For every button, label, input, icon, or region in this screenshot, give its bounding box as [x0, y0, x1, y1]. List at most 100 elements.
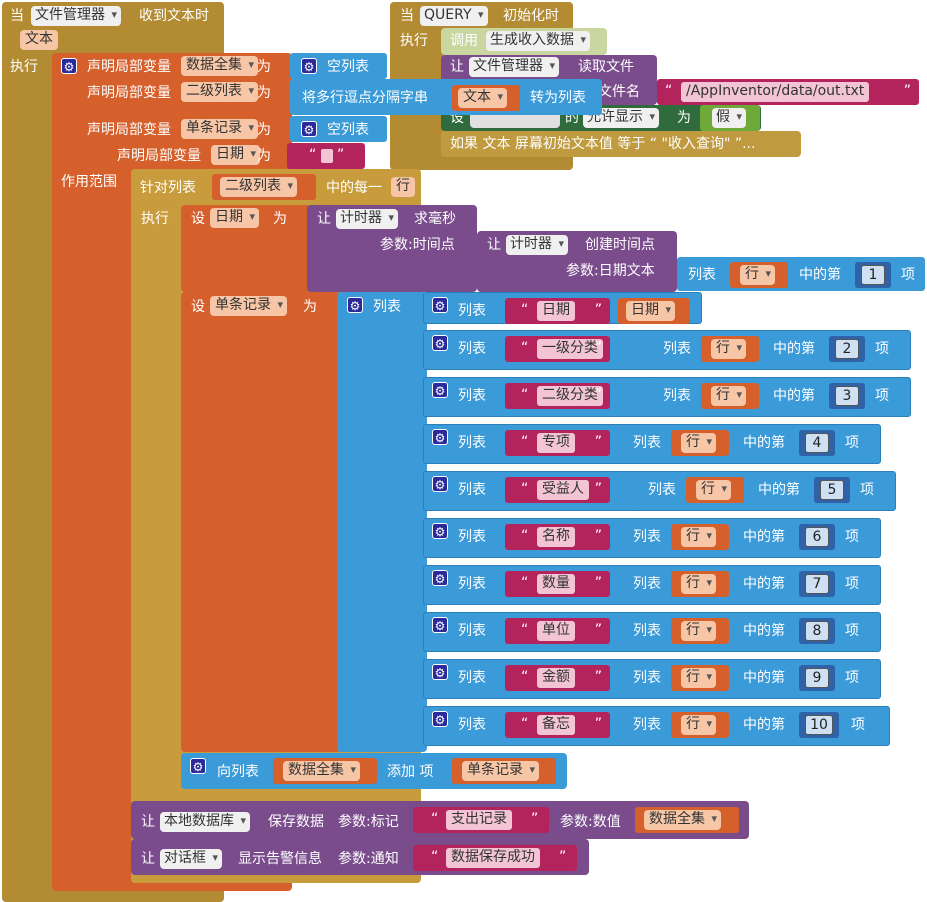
row-index-number[interactable]: 2: [835, 339, 859, 359]
row-index-number[interactable]: 9: [805, 668, 829, 688]
row-index-number[interactable]: 5: [820, 480, 844, 500]
mutator-icon[interactable]: ⚙: [61, 58, 77, 74]
set-date-var[interactable]: 日期: [210, 208, 259, 228]
row-key-string-block[interactable]: “数量”: [505, 571, 610, 597]
index-number-block-0[interactable]: 1: [855, 262, 891, 288]
gear-icon[interactable]: ⚙: [190, 758, 206, 774]
row-key-string[interactable]: 数量: [537, 574, 575, 594]
row-key-string[interactable]: 一级分类: [537, 339, 603, 359]
notice-string-block[interactable]: “ 数据保存成功 ”: [413, 845, 577, 871]
if-block[interactable]: [441, 131, 801, 157]
false-dropdown[interactable]: 假: [712, 108, 746, 128]
add-list-var[interactable]: 数据全集: [283, 761, 360, 781]
row-key-string[interactable]: 备忘: [537, 715, 575, 735]
gear-icon[interactable]: ⚙: [432, 429, 448, 445]
gear-icon[interactable]: ⚙: [432, 382, 448, 398]
row-index-number[interactable]: 6: [805, 527, 829, 547]
gear-icon[interactable]: ⚙: [301, 58, 317, 74]
db-dropdown[interactable]: 本地数据库: [160, 812, 250, 832]
set-record-block[interactable]: [181, 292, 341, 752]
row-item-var[interactable]: 行: [681, 433, 716, 453]
store-value-var[interactable]: 数据全集: [644, 810, 721, 830]
row-item-var[interactable]: 行: [681, 527, 716, 547]
gear-icon[interactable]: ⚙: [432, 711, 448, 727]
row-item-var[interactable]: 行: [711, 339, 746, 359]
empty-string-block[interactable]: “ ”: [287, 143, 365, 169]
make-list-block[interactable]: [337, 292, 427, 752]
gear-icon[interactable]: ⚙: [432, 570, 448, 586]
row-index-number[interactable]: 4: [805, 433, 829, 453]
row-date-var[interactable]: 日期: [626, 301, 675, 321]
set-record-var[interactable]: 单条记录: [210, 296, 287, 316]
gear-icon[interactable]: ⚙: [432, 664, 448, 680]
row-key-string[interactable]: 金额: [537, 668, 575, 688]
row-index-number-block[interactable]: 2: [829, 336, 865, 362]
tag-string-block[interactable]: “ 支出记录 ”: [413, 807, 549, 833]
foreach-list-var[interactable]: 二级列表: [220, 177, 297, 197]
row-index-number[interactable]: 7: [805, 574, 829, 594]
row-key-string-block[interactable]: “日期”: [505, 298, 610, 324]
row-index-number-block[interactable]: 7: [799, 571, 835, 597]
row-index-number[interactable]: 3: [835, 386, 859, 406]
row-index-number-block[interactable]: 8: [799, 618, 835, 644]
row-key-string-block[interactable]: “备忘”: [505, 712, 610, 738]
gear-icon[interactable]: ⚙: [432, 335, 448, 351]
select-list-item-block[interactable]: [623, 711, 884, 741]
row-key-string[interactable]: 单位: [537, 621, 575, 641]
dialog-dropdown[interactable]: 对话框: [160, 849, 222, 869]
file-path-text[interactable]: /AppInventor/data/out.txt: [681, 82, 870, 102]
row-key-string-block[interactable]: “专项”: [505, 430, 610, 456]
query-component-dropdown[interactable]: QUERY: [420, 6, 488, 26]
row-key-string-block[interactable]: “二级分类”: [505, 383, 610, 409]
row-index-number-block[interactable]: 6: [799, 524, 835, 550]
gear-icon[interactable]: ⚙: [432, 617, 448, 633]
row-item-var[interactable]: 行: [681, 574, 716, 594]
tag-string[interactable]: 支出记录: [446, 810, 512, 830]
row-key-string-block[interactable]: “名称”: [505, 524, 610, 550]
row-key-string[interactable]: 日期: [537, 301, 575, 321]
row-key-string[interactable]: 名称: [537, 527, 575, 547]
row-index-number-block[interactable]: 3: [829, 383, 865, 409]
row-item-var[interactable]: 行: [681, 668, 716, 688]
row-index-number-block[interactable]: 4: [799, 430, 835, 456]
text-arg-var[interactable]: 文本: [458, 88, 507, 108]
gear-icon[interactable]: ⚙: [432, 523, 448, 539]
row-key-string-block[interactable]: “金额”: [505, 665, 610, 691]
var-all-data[interactable]: 数据全集: [181, 56, 258, 76]
index-number-0[interactable]: 1: [861, 265, 885, 285]
filemanager-dropdown[interactable]: 文件管理器: [469, 57, 559, 77]
var-date[interactable]: 日期: [211, 145, 260, 165]
text-param[interactable]: 文本: [20, 30, 58, 50]
row-var-0[interactable]: 行: [740, 265, 775, 285]
row-index-number-block[interactable]: 10: [799, 712, 839, 738]
row-key-string-block[interactable]: “一级分类”: [505, 336, 610, 362]
row-item-var[interactable]: 行: [681, 715, 716, 735]
gear-icon[interactable]: ⚙: [347, 297, 363, 313]
var-single-record[interactable]: 单条记录: [181, 119, 258, 139]
gear-icon[interactable]: ⚙: [432, 297, 448, 313]
row-key-string[interactable]: 专项: [537, 433, 575, 453]
add-item-var[interactable]: 单条记录: [462, 761, 539, 781]
row-item-var[interactable]: 行: [711, 386, 746, 406]
var-level2-list[interactable]: 二级列表: [181, 82, 258, 102]
row-key-string[interactable]: 受益人: [537, 480, 589, 500]
empty-string-slot[interactable]: [321, 149, 333, 163]
clock-dropdown-1[interactable]: 计时器: [336, 209, 398, 229]
notice-string[interactable]: 数据保存成功: [446, 848, 540, 868]
row-key-string-block[interactable]: “受益人”: [505, 477, 610, 503]
gear-icon[interactable]: ⚙: [301, 121, 317, 137]
row-index-number[interactable]: 8: [805, 621, 829, 641]
file-path-string[interactable]: “ /AppInventor/data/out.txt ”: [657, 79, 919, 105]
row-index-number-block[interactable]: 5: [814, 477, 850, 503]
loop-item-param[interactable]: 行: [391, 177, 415, 197]
split-csv-block[interactable]: [290, 79, 602, 115]
row-key-string-block[interactable]: “单位”: [505, 618, 610, 644]
row-item-var[interactable]: 行: [696, 480, 731, 500]
gear-icon[interactable]: ⚙: [432, 476, 448, 492]
row-index-number[interactable]: 10: [805, 715, 833, 735]
filemanager-component-dropdown[interactable]: 文件管理器: [31, 6, 121, 26]
row-key-string[interactable]: 二级分类: [537, 386, 603, 406]
row-item-var[interactable]: 行: [681, 621, 716, 641]
row-index-number-block[interactable]: 9: [799, 665, 835, 691]
clock-dropdown-2[interactable]: 计时器: [506, 235, 568, 255]
